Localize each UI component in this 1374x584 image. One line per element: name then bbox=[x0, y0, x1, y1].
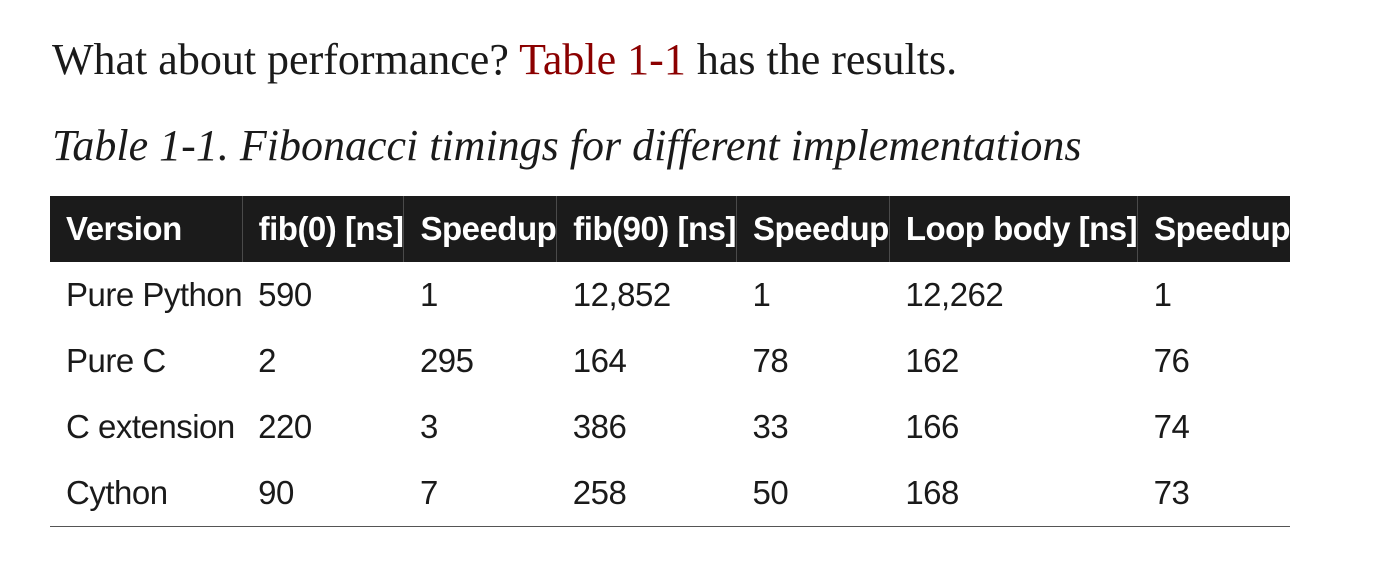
cell-speedup: 1 bbox=[419, 276, 438, 313]
cell-speedup: 74 bbox=[1153, 408, 1190, 445]
table-row: Pure Python 590 1 12,852 1 12,262 1 bbox=[50, 262, 1290, 328]
cell-version: Cython bbox=[66, 474, 168, 511]
table-cross-reference-link[interactable]: Table 1-1 bbox=[519, 35, 686, 84]
cell-fib0: 220 bbox=[258, 408, 312, 445]
cell-speedup: 3 bbox=[419, 408, 438, 445]
cell-fib90: 12,852 bbox=[572, 276, 671, 313]
cell-speedup: 78 bbox=[752, 342, 789, 379]
cell-version: Pure Python bbox=[66, 276, 243, 313]
table-row: C extension 220 3 386 33 166 74 bbox=[50, 394, 1290, 460]
cell-version: Pure C bbox=[66, 342, 166, 379]
table-row: Cython 90 7 258 50 168 73 bbox=[50, 460, 1290, 527]
header-speedup-fib90: Speedup bbox=[736, 196, 890, 262]
cell-speedup: 295 bbox=[419, 342, 474, 379]
intro-text-after: has the results. bbox=[685, 35, 958, 84]
cell-loop-body: 166 bbox=[905, 408, 959, 445]
header-version: Version bbox=[50, 196, 243, 262]
cell-speedup: 1 bbox=[752, 276, 771, 313]
cell-fib0: 590 bbox=[258, 276, 312, 313]
cell-fib90: 386 bbox=[572, 408, 627, 445]
cell-fib0: 2 bbox=[258, 342, 276, 379]
cell-fib90: 164 bbox=[572, 342, 627, 379]
cell-speedup: 76 bbox=[1153, 342, 1190, 379]
table-row: Pure C 2 295 164 78 162 76 bbox=[50, 328, 1290, 394]
header-speedup-loop: Speedup bbox=[1137, 196, 1290, 262]
cell-speedup: 1 bbox=[1153, 276, 1172, 313]
cell-speedup: 7 bbox=[419, 474, 438, 511]
table-caption: Table 1-1. Fibonacci timings for differe… bbox=[52, 121, 1082, 170]
cell-loop-body: 162 bbox=[905, 342, 959, 379]
cell-speedup: 33 bbox=[752, 408, 789, 445]
cell-speedup: 50 bbox=[752, 474, 789, 511]
header-speedup-fib0: Speedup bbox=[403, 196, 558, 262]
cell-version: C extension bbox=[66, 408, 235, 445]
cell-fib90: 258 bbox=[572, 474, 627, 511]
table-header-row: Version fib(0) [ns] Speedup fib(90) [ns]… bbox=[50, 196, 1290, 262]
cell-loop-body: 168 bbox=[905, 474, 959, 511]
cell-fib0: 90 bbox=[258, 474, 294, 511]
header-fib90: fib(90) [ns] bbox=[556, 196, 737, 262]
intro-text-before: What about performance? bbox=[52, 35, 520, 84]
intro-paragraph: What about performance? Table 1-1 has th… bbox=[52, 34, 957, 86]
header-loop-body: Loop body [ns] bbox=[889, 196, 1139, 262]
header-fib0: fib(0) [ns] bbox=[242, 196, 405, 262]
cell-speedup: 73 bbox=[1153, 474, 1190, 511]
fibonacci-timings-table: Version fib(0) [ns] Speedup fib(90) [ns]… bbox=[50, 196, 1290, 527]
cell-loop-body: 12,262 bbox=[905, 276, 1004, 313]
